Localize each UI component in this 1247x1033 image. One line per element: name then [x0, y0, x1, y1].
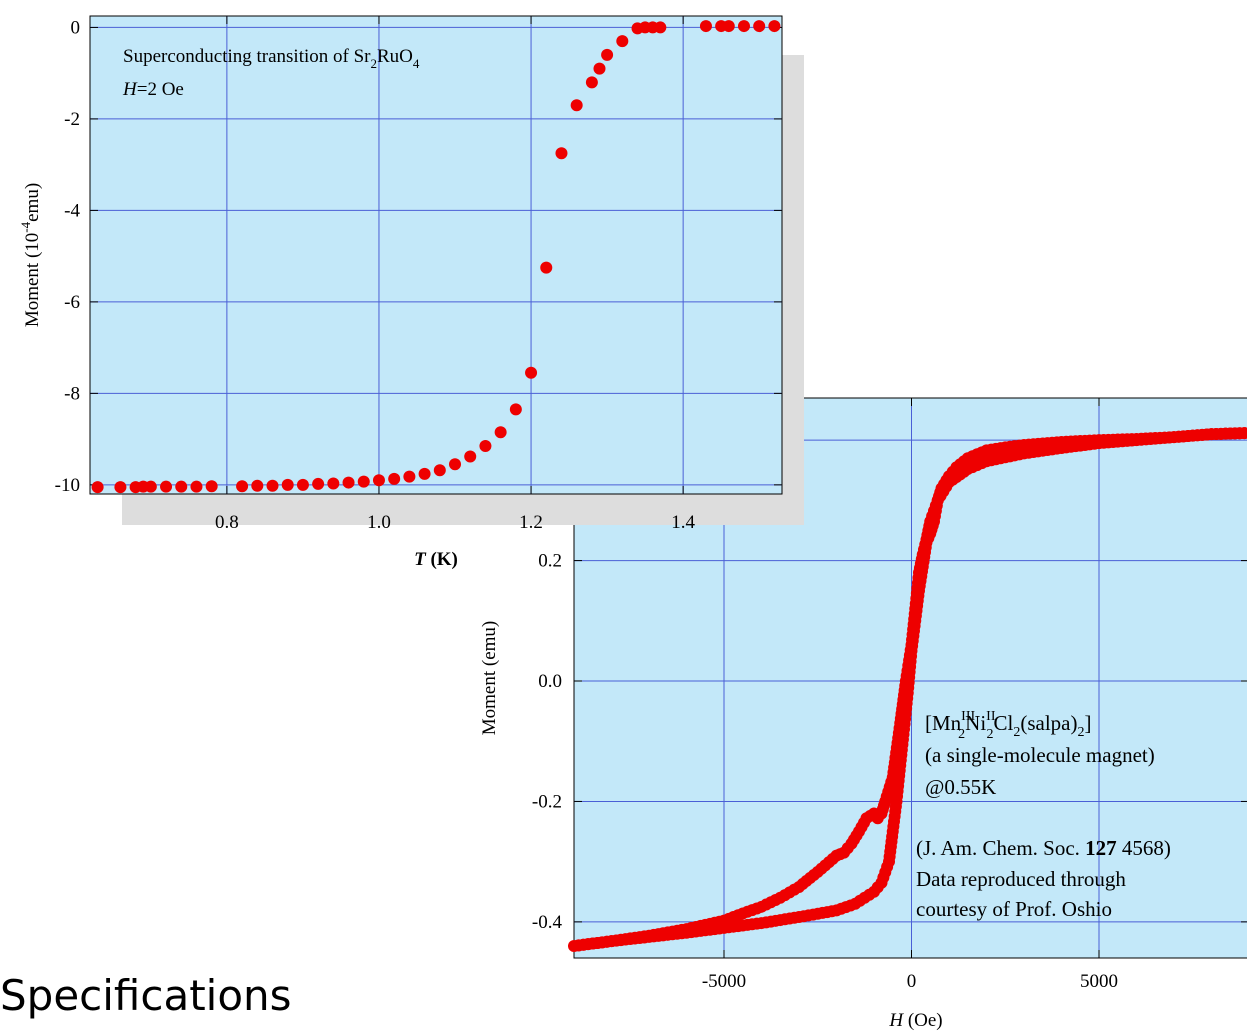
transition-point	[388, 472, 401, 485]
gridlines	[90, 16, 782, 494]
sample-label: Superconducting transition of Sr2RuO4	[123, 46, 420, 71]
hysteresis-point	[572, 939, 585, 952]
y-axis-label: Moment (emu)	[479, 621, 500, 736]
transition-point	[601, 48, 614, 61]
y-tick-label: -8	[64, 383, 80, 404]
transition-point	[555, 147, 568, 160]
transition-point	[312, 477, 325, 490]
y-tick-label: 0.2	[538, 551, 562, 572]
tick-labels: 0.8 1.0 1.2 1.4 0 -2 -4 -6 -8 -10	[55, 17, 696, 533]
transition-point	[144, 480, 157, 493]
transition-point	[525, 366, 538, 379]
transition-point	[540, 261, 553, 274]
x-axis-label: T (K)	[414, 549, 458, 570]
y-tick-label: -0.2	[532, 791, 562, 812]
transition-point	[616, 35, 629, 48]
reference-line: (J. Am. Chem. Soc. 127 4568)	[916, 836, 1171, 860]
x-tick-label: 5000	[1080, 971, 1118, 992]
y-tick-label: -6	[64, 292, 80, 313]
transition-point	[768, 20, 781, 33]
annotation-line: Data reproduced through	[916, 867, 1126, 891]
transition-point	[236, 480, 249, 493]
x-tick-label: -5000	[702, 971, 746, 992]
transition-point	[722, 20, 735, 33]
transition-point	[593, 62, 606, 75]
tick-marks	[90, 16, 782, 494]
x-tick-label: 1.2	[519, 512, 543, 533]
annotation: Superconducting transition of Sr2RuO4 H=…	[122, 46, 420, 100]
transition-point	[372, 474, 385, 487]
transition-point	[699, 20, 712, 33]
transition-point	[266, 479, 279, 492]
annotation-line: courtesy of Prof. Oshio	[916, 897, 1112, 921]
transition-point	[433, 464, 446, 477]
x-tick-label: 0	[907, 971, 917, 992]
transition-point	[479, 439, 492, 452]
x-tick-label: 1.0	[367, 512, 391, 533]
plot-area	[89, 15, 783, 495]
page-heading: Specifications	[0, 971, 292, 1020]
transition-point	[737, 20, 750, 33]
y-tick-label: -2	[64, 109, 80, 130]
y-tick-label: -0.4	[532, 912, 563, 933]
transition-point	[205, 480, 218, 493]
transition-point	[342, 476, 355, 489]
transition-point	[753, 20, 766, 33]
transition-point	[449, 458, 462, 471]
transition-point	[464, 450, 477, 463]
transition-chart: 0.8 1.0 1.2 1.4 0 -2 -4 -6 -8 -10 Moment (10-4emu…	[18, 15, 804, 570]
x-tick-label: 0.8	[215, 512, 239, 533]
tick-labels: -5000 0 5000 -0.4 -0.2 0.0 0.2	[532, 551, 1118, 992]
transition-point	[494, 426, 507, 439]
data-points	[568, 427, 1247, 952]
transition-point	[509, 403, 522, 416]
transition-point	[114, 481, 127, 494]
transition-point	[91, 481, 104, 494]
transition-point	[281, 478, 294, 491]
transition-point	[357, 475, 370, 488]
transition-point	[570, 99, 583, 112]
formula-label: [MnIII 2NiII 2Cl2(salpa)2]	[925, 709, 1091, 742]
annotation: [MnIII 2NiII 2Cl2(salpa)2] (a single-molec…	[916, 709, 1171, 921]
transition-point	[160, 480, 173, 493]
transition-point	[654, 21, 667, 34]
transition-point	[175, 480, 188, 493]
x-axis-label: H (Oe)	[888, 1010, 942, 1031]
transition-point	[418, 467, 431, 480]
data-points	[91, 20, 781, 494]
annotation-line: @0.55K	[925, 775, 996, 799]
transition-point	[251, 479, 264, 492]
x-tick-label: 1.4	[671, 512, 695, 533]
y-tick-label: 0.0	[538, 671, 562, 692]
y-tick-label: -10	[55, 475, 80, 496]
transition-point	[296, 478, 309, 491]
hysteresis-chart: -5000 0 5000 -0.4 -0.2 0.0 0.2 Moment (emu) H …	[479, 397, 1247, 1031]
transition-point	[403, 470, 416, 483]
field-label: H=2 Oe	[122, 79, 184, 100]
y-tick-label: -4	[64, 200, 80, 221]
transition-point	[327, 477, 340, 490]
annotation-line: (a single-molecule magnet)	[925, 743, 1155, 767]
y-tick-label: 0	[71, 17, 81, 38]
y-axis-label: Moment (10-4emu)	[18, 183, 43, 327]
transition-point	[585, 76, 598, 89]
transition-point	[190, 480, 203, 493]
